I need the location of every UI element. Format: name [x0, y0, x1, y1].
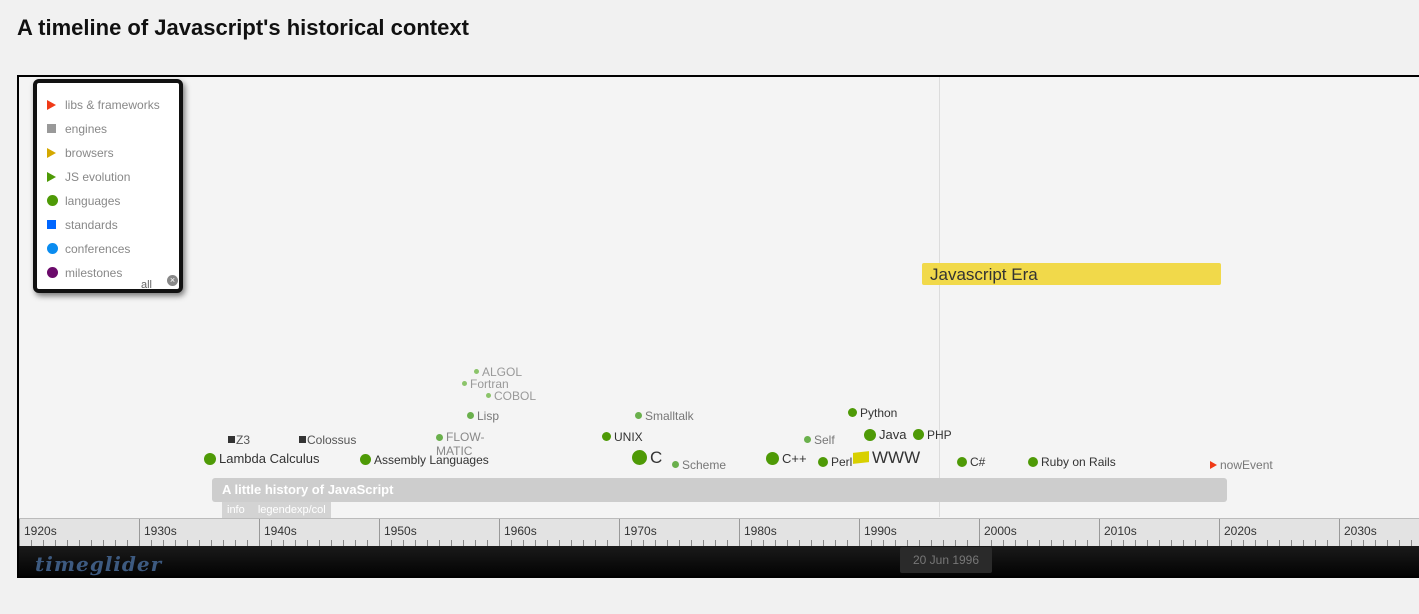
- square-icon: [47, 220, 56, 229]
- decade-tick: 1990s: [859, 519, 897, 547]
- event-colossus[interactable]: Colossus: [299, 432, 356, 447]
- page-title: A timeline of Javascript's historical co…: [17, 15, 469, 40]
- triangle-icon: [47, 148, 56, 158]
- event-z3[interactable]: Z3: [228, 432, 250, 447]
- decade-tick: 1970s: [619, 519, 657, 547]
- era-bar-javascript[interactable]: Javascript Era: [922, 263, 1221, 285]
- event-smalltalk[interactable]: Smalltalk: [635, 408, 694, 423]
- square-icon: [47, 124, 56, 133]
- decade-tick: 2010s: [1099, 519, 1137, 547]
- circle-icon: [47, 243, 58, 254]
- decade-tick: 2020s: [1219, 519, 1257, 547]
- event-ruby-on-rails[interactable]: Ruby on Rails: [1028, 454, 1116, 469]
- legend-panel: libs & frameworks engines browsers JS ev…: [33, 79, 183, 293]
- circle-icon: [47, 195, 58, 206]
- info-tab[interactable]: info: [227, 504, 245, 516]
- decade-tick: 1950s: [379, 519, 417, 547]
- legend-label: JS evolution: [65, 170, 131, 184]
- legend-all-link[interactable]: all: [141, 279, 153, 291]
- event-java[interactable]: Java: [864, 426, 906, 442]
- event-self[interactable]: Self: [804, 432, 835, 447]
- decade-tick: 2000s: [979, 519, 1017, 547]
- year-ticks: [19, 540, 1419, 547]
- event-algol[interactable]: ALGOL: [474, 364, 522, 379]
- current-date-display: 20 Jun 1996: [900, 547, 992, 573]
- event-unix[interactable]: UNIX: [602, 429, 643, 444]
- event-assembly[interactable]: Assembly Languages: [360, 452, 489, 467]
- event-c[interactable]: C: [632, 447, 662, 468]
- decade-tick: 2030s: [1339, 519, 1377, 547]
- triangle-icon: [47, 100, 56, 110]
- legend-label: languages: [65, 194, 121, 208]
- legend-label: conferences: [65, 242, 131, 256]
- event-flowmatic[interactable]: FLOW-MATIC: [436, 430, 485, 458]
- event-cpp[interactable]: C++: [766, 450, 807, 466]
- triangle-icon: [1210, 460, 1217, 469]
- history-bar-tabs: info legendexp/col: [222, 502, 331, 519]
- decade-tick: 1980s: [739, 519, 777, 547]
- event-csharp[interactable]: C#: [957, 454, 985, 469]
- focus-date-line: [939, 77, 940, 517]
- event-now[interactable]: nowEvent: [1210, 457, 1273, 472]
- timeglider-logo: timeglider: [35, 552, 163, 576]
- event-www[interactable]: WWW: [853, 447, 920, 468]
- footer-bar: timeglider 20 Jun 1996: [19, 546, 1419, 576]
- legend-label: standards: [65, 218, 118, 232]
- decade-tick: 1960s: [499, 519, 537, 547]
- event-lambda-calculus[interactable]: Lambda Calculus: [204, 450, 319, 466]
- event-scheme[interactable]: Scheme: [672, 457, 726, 472]
- event-perl[interactable]: Perl: [818, 454, 852, 469]
- event-php[interactable]: PHP: [913, 427, 952, 442]
- decade-tick: 1940s: [259, 519, 297, 547]
- decade-tick: 1920s: [19, 519, 57, 547]
- timeline-widget[interactable]: libs & frameworks engines browsers JS ev…: [17, 75, 1419, 578]
- event-fortran[interactable]: Fortran: [462, 376, 509, 391]
- legend-label: milestones: [65, 266, 123, 280]
- event-lisp[interactable]: Lisp: [467, 408, 499, 423]
- close-icon[interactable]: ×: [167, 275, 178, 286]
- legend-label: engines: [65, 122, 108, 136]
- legend-label: browsers: [65, 146, 114, 160]
- time-ruler[interactable]: 1920s 1930s 1940s 1950s 1960s 1970s 1980…: [19, 518, 1419, 547]
- decade-tick: 1930s: [139, 519, 177, 547]
- circle-icon: [47, 267, 58, 278]
- legend-label: libs & frameworks: [65, 98, 160, 112]
- triangle-icon: [47, 172, 56, 182]
- event-cobol[interactable]: COBOL: [486, 388, 536, 403]
- event-python[interactable]: Python: [848, 405, 897, 420]
- legend-expand-collapse-tab[interactable]: legendexp/col: [257, 504, 326, 516]
- history-span-bar[interactable]: A little history of JavaScript: [212, 478, 1227, 502]
